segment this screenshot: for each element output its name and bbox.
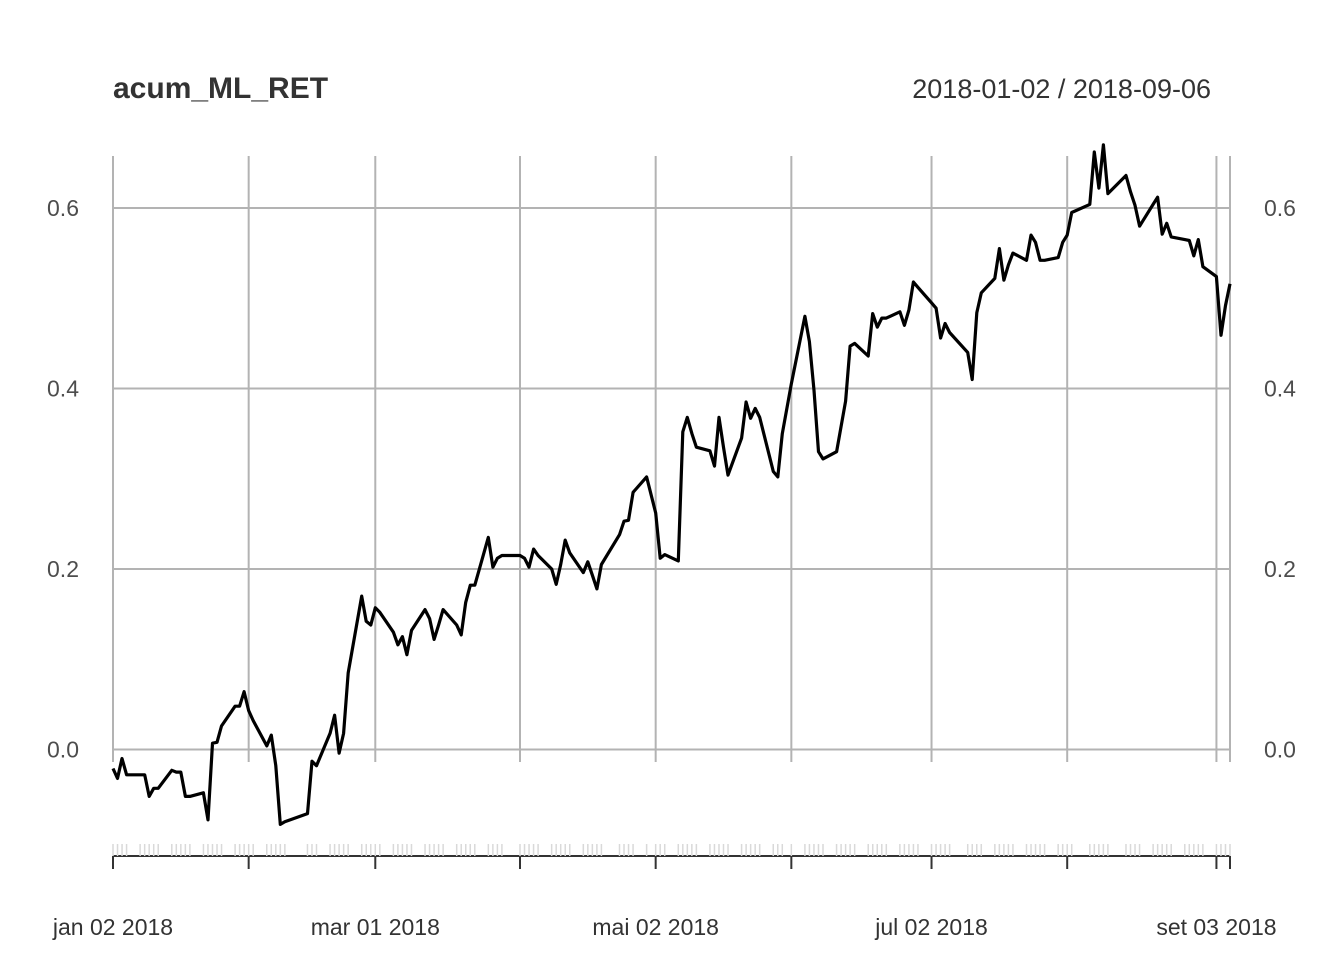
y-axis-tick-labels: 0.0 0.0 0.2 0.2 0.4 0.4 0.6 0.6	[47, 195, 1296, 763]
y-tick-label-right: 0.2	[1264, 556, 1296, 582]
x-tick-label: jul 02 2018	[874, 914, 988, 940]
series-line	[111, 143, 1232, 826]
chart-title: acum_ML_RET	[113, 72, 328, 105]
y-tick-label-right: 0.6	[1264, 195, 1296, 221]
y-tick-label-right: 0.4	[1264, 376, 1296, 402]
y-tick-label-left: 0.4	[47, 376, 79, 402]
x-tick-label: jan 02 2018	[52, 914, 173, 940]
x-tick-label: mai 02 2018	[592, 914, 719, 940]
y-tick-label-left: 0.2	[47, 556, 79, 582]
y-tick-label-left: 0.0	[47, 737, 79, 763]
x-tick-label: mar 01 2018	[311, 914, 440, 940]
y-tick-label-left: 0.6	[47, 195, 79, 221]
series-layer	[111, 143, 1232, 826]
grid-lines	[112, 156, 1231, 762]
x-axis: jan 02 2018 mar 01 2018 mai 02 2018 jul 02 …	[52, 844, 1277, 940]
y-tick-label-right: 0.0	[1264, 737, 1296, 763]
chart-date-range: 2018-01-02 / 2018-09-06	[912, 74, 1211, 104]
x-tick-label: set 03 2018	[1156, 914, 1276, 940]
